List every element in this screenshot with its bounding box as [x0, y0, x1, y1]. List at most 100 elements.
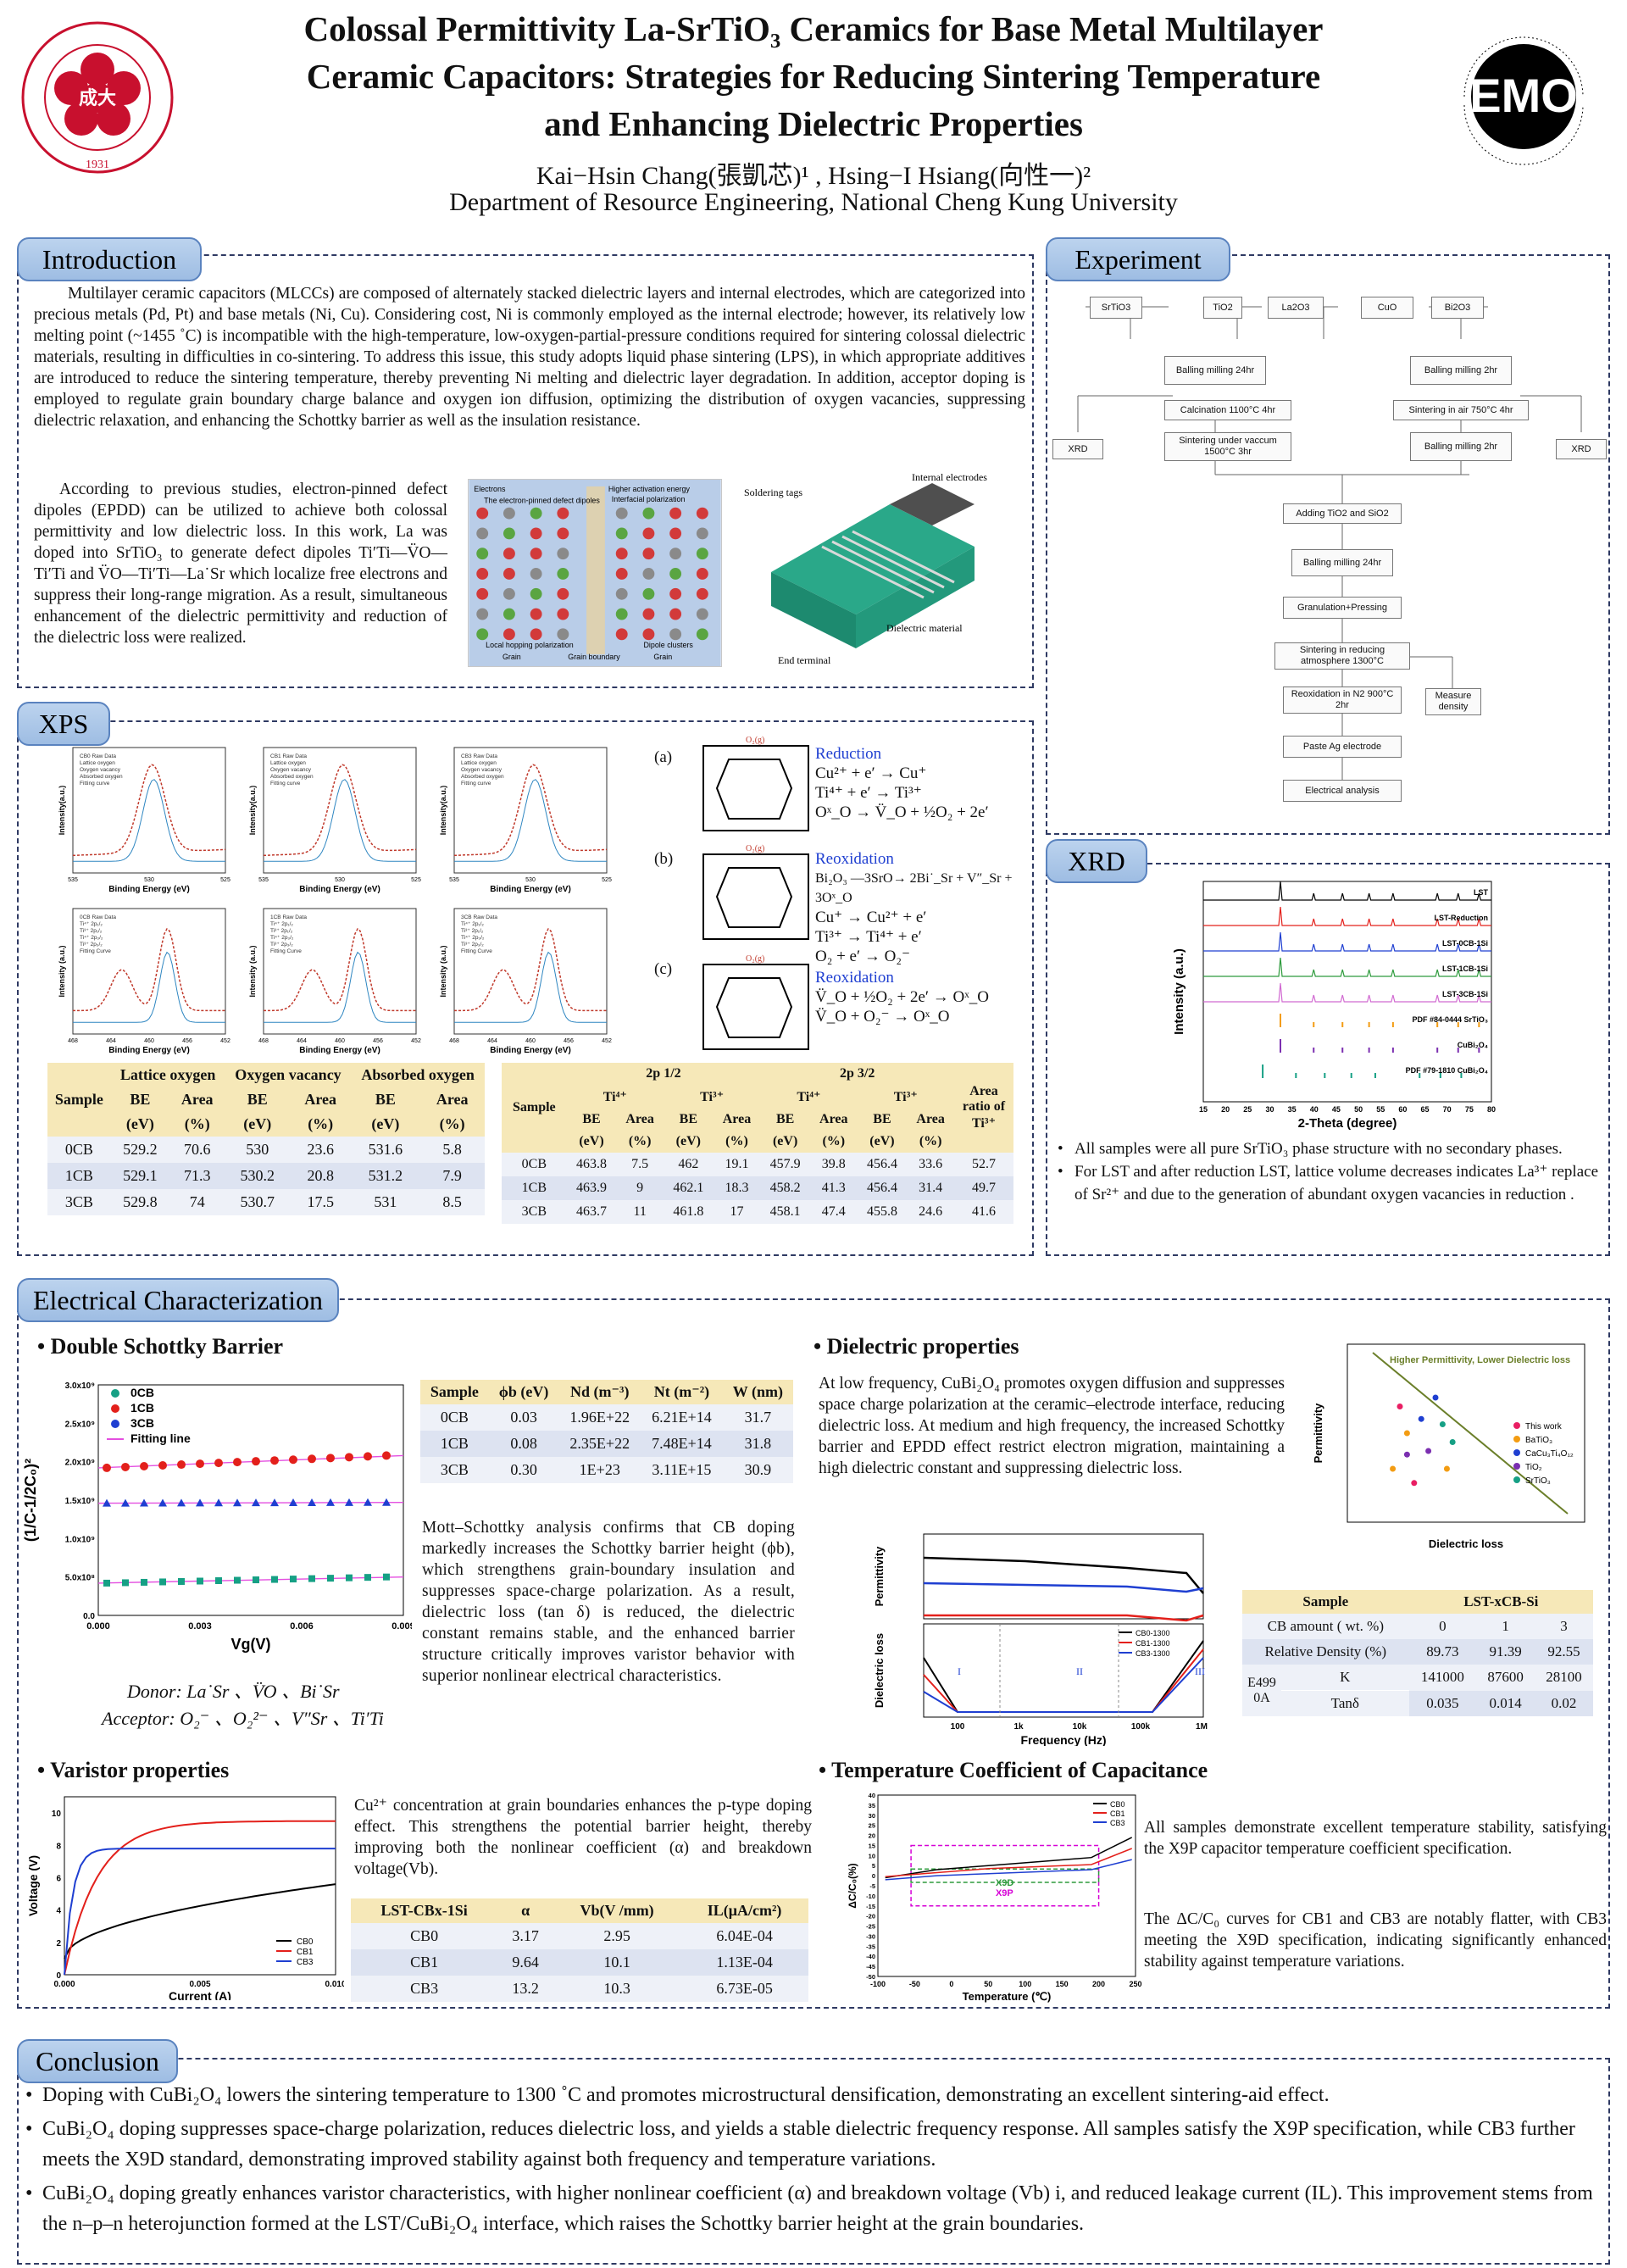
legend-entry: CB1: [297, 1948, 314, 1957]
raw-la2o3: La2O3: [1268, 297, 1324, 319]
tick-label: 40: [1310, 1105, 1319, 1114]
atom-dot: [476, 507, 489, 520]
tick-label: -40: [866, 1953, 875, 1960]
data-point: [308, 1498, 316, 1506]
atom-dot: [476, 587, 489, 600]
table-row: 1CB 0.08 2.35E+22 7.48E+14 31.8: [420, 1431, 793, 1457]
xrd-trace: [1203, 931, 1491, 952]
atom-dot: [557, 568, 569, 580]
tick-label: 20: [869, 1832, 875, 1840]
tick-label: -15: [866, 1903, 875, 1910]
step-ball-milling-2h: Balling milling 2hr: [1410, 356, 1512, 385]
th-absorbed: Absorbed oxygen: [351, 1063, 485, 1087]
th-lattice: Lattice oxygen: [110, 1063, 225, 1087]
table-row: 0CB 0.03 1.96E+22 6.21E+14 31.7: [420, 1404, 793, 1431]
atom-dot: [503, 568, 515, 580]
legend-entry: CB3 Raw Data: [461, 753, 497, 759]
table-row: 0CB 463.8 7.5 462 19.1 457.9 39.8 456.4 33.6 52.7: [502, 1153, 1013, 1176]
atom-dot: [557, 587, 569, 600]
tcc-curve: [885, 1848, 1132, 1878]
mech-a: (a): [654, 748, 672, 767]
legend-entry: Fitting curve: [461, 781, 491, 787]
svg-text:EMO: EMO: [1469, 69, 1578, 122]
grain-boundary: [715, 759, 793, 820]
tick-label: 525: [411, 877, 421, 883]
tick-label: 0.006: [290, 1621, 314, 1632]
atom-dot: [642, 568, 655, 580]
ylabel: Intensity (a.u.): [439, 945, 447, 997]
ylabel: Permittivity: [1312, 1403, 1324, 1464]
atom-dot: [557, 527, 569, 540]
step-adding-tio2-sio2: Adding TiO2 and SiO2: [1283, 503, 1402, 524]
xrd-legend-entry: LST-1CB-1Si: [1442, 964, 1488, 973]
varistor-chart: 0 2 4 6 8 10 0.000 0.005 0.010 Current (A) Voltage…: [26, 1796, 344, 2000]
atom-dot: [669, 507, 682, 520]
data-point: [103, 1463, 111, 1472]
xlabel: 2-Theta (degree): [1298, 1116, 1397, 1131]
data-point: [382, 1451, 391, 1460]
data-point: [382, 1498, 391, 1506]
scatter-point: [1418, 1415, 1424, 1422]
tick-label: -35: [866, 1943, 875, 1950]
step-calcination: Calcination 1100°C 4hr: [1164, 400, 1291, 420]
step-ball-milling-2h-b: Balling milling 2hr: [1410, 432, 1512, 461]
plot-frame: [1347, 1343, 1585, 1523]
region-label: I: [958, 1665, 961, 1677]
data-point: [178, 1577, 185, 1585]
table-row: 3CB 0.30 1E+23 3.11E+15 30.9: [420, 1457, 793, 1483]
atom-dot: [696, 628, 708, 641]
table-row: 0.035 0.014 0.02: [1242, 1690, 1593, 1716]
step-electrical-analysis: Electrical analysis: [1283, 780, 1402, 802]
data-point: [364, 1498, 372, 1506]
tick-label: 30: [869, 1812, 875, 1820]
data-point: [140, 1461, 148, 1470]
xrd-trace: [1203, 982, 1491, 1003]
plot-frame: [877, 1794, 1136, 1977]
xrd-legend-entry: PDF #84-0444 SrTiO₃: [1412, 1015, 1488, 1024]
authors: Kai−Hsin Chang(張凱芯)¹ , Hsing−I Hsiang(向性…: [536, 162, 1091, 190]
tick-label: 0.005: [189, 1980, 210, 1989]
dsb-title: • Double Schottky Barrier: [37, 1334, 284, 1359]
legend-entry: Ti³⁺ 2p₁/₂: [80, 928, 103, 934]
tick-label: 5.0x10⁸: [65, 1574, 96, 1583]
atom-dot: [503, 507, 515, 520]
tick-label: 15: [869, 1842, 875, 1849]
legend-entry: This work: [1525, 1422, 1563, 1431]
data-point: [326, 1454, 335, 1463]
atom-dot: [615, 628, 628, 641]
poster-title: Colossal Permittivity La-SrTiO₃ Ceramics…: [178, 5, 1449, 147]
tick-label: 530: [335, 877, 345, 883]
atom-dot: [503, 608, 515, 620]
data-point: [290, 1576, 297, 1583]
data-point: [140, 1498, 148, 1507]
university-logo: 成大 1931: [21, 21, 174, 174]
panel-frame: [72, 908, 226, 1035]
region-label: III: [1195, 1665, 1205, 1677]
title-line-2: Ceramic Capacitors: Strategies for Reduc…: [306, 57, 1321, 96]
legend-entry: Ti⁴⁺ 2p₃/₂: [270, 935, 294, 941]
conclusion-item-1: Doping with CuBi₂O₄ lowers the sintering…: [24, 2080, 1605, 2110]
conclusion-tab: Conclusion: [17, 2039, 178, 2083]
atom-dot: [530, 507, 542, 520]
data-point: [289, 1498, 297, 1507]
tick-label: 35: [1288, 1105, 1297, 1114]
mech-tag-c: (c): [654, 960, 673, 978]
tick-label: 70: [1443, 1105, 1452, 1114]
xps-tab: XPS: [17, 702, 110, 746]
data-point: [121, 1498, 130, 1507]
data-point: [121, 1462, 130, 1471]
legend-entry: BaTiO₃: [1525, 1436, 1552, 1445]
introduction-tab: Introduction: [17, 237, 202, 281]
mech-eq-group-c: Reoxidation V̈_O + ½O₂ + 2e′ → Oˣ_O V̈_O…: [815, 968, 1025, 1026]
svg-text:Dipole clusters: Dipole clusters: [643, 641, 693, 649]
tick-label: 25: [869, 1822, 875, 1830]
tick-label: 55: [1376, 1105, 1385, 1114]
table-row: 3CB 529.8 74 530.7 17.5 531 8.5: [47, 1189, 485, 1215]
legend-marker: [111, 1404, 119, 1413]
svg-text:1931: 1931: [86, 158, 109, 171]
svg-text:成大: 成大: [79, 87, 116, 108]
